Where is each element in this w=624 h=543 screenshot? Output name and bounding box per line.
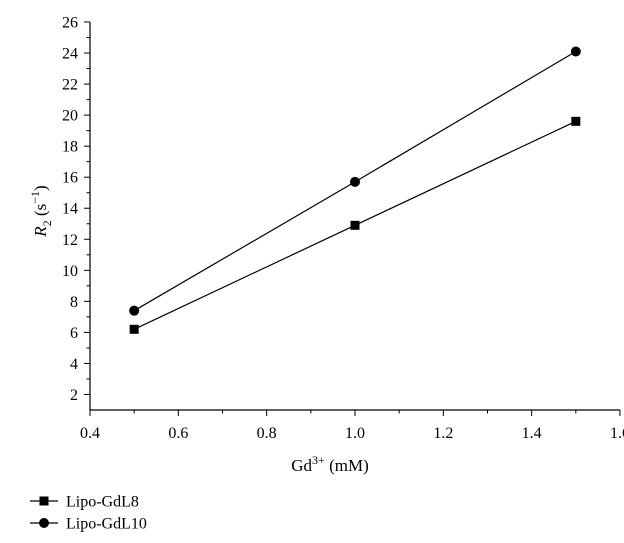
y-tick-label: 2 [70,387,78,404]
data-point-circle-marker [350,176,360,187]
y-tick-label: 8 [70,294,78,311]
legend-label: Lipo-GdL10 [66,516,147,533]
x-tick-label: 0.6 [168,425,188,442]
chart-ticks: 0.40.60.81.01.21.41.62468101214161820222… [62,15,624,443]
x-tick-label: 0.4 [80,425,100,442]
y-tick-label: 26 [62,15,78,32]
y-tick-label: 16 [62,170,78,187]
data-point-square-marker [129,324,139,334]
x-tick-label: 1.4 [522,425,542,442]
y-tick-label: 12 [62,232,78,249]
x-tick-label: 1.2 [433,425,453,442]
x-tick-label: 1.0 [345,425,365,442]
data-point-square-marker [571,116,581,126]
y-tick-label: 20 [62,108,78,125]
x-tick-label: 0.8 [257,425,277,442]
legend-label: Lipo-GdL8 [66,494,139,511]
chart-series-layer [129,46,581,334]
y-tick-label: 4 [70,356,78,373]
x-tick-label: 1.6 [610,425,624,442]
y-tick-label: 6 [70,325,78,342]
y-tick-label: 10 [62,263,78,280]
legend-item-1: Lipo-GdL8 [30,494,139,511]
chart-legend: Lipo-GdL8 Lipo-GdL10 [30,494,147,533]
legend-item-2: Lipo-GdL10 [30,516,147,533]
y-tick-label: 14 [62,201,78,218]
y-tick-label: 24 [62,46,78,63]
data-point-circle-marker [129,305,140,316]
chart-axes [89,22,620,411]
legend-square-marker [39,496,49,506]
data-point-circle-marker [570,46,581,57]
series-1 [129,116,581,334]
data-point-square-marker [350,220,360,230]
legend-circle-marker [39,518,49,528]
x-axis-title: Gd3+ (mM) [291,453,368,475]
y-tick-label: 18 [62,139,78,156]
series-2 [129,46,581,316]
y-axis-title: R2 (s−1) [28,185,54,237]
y-tick-label: 22 [62,77,78,94]
